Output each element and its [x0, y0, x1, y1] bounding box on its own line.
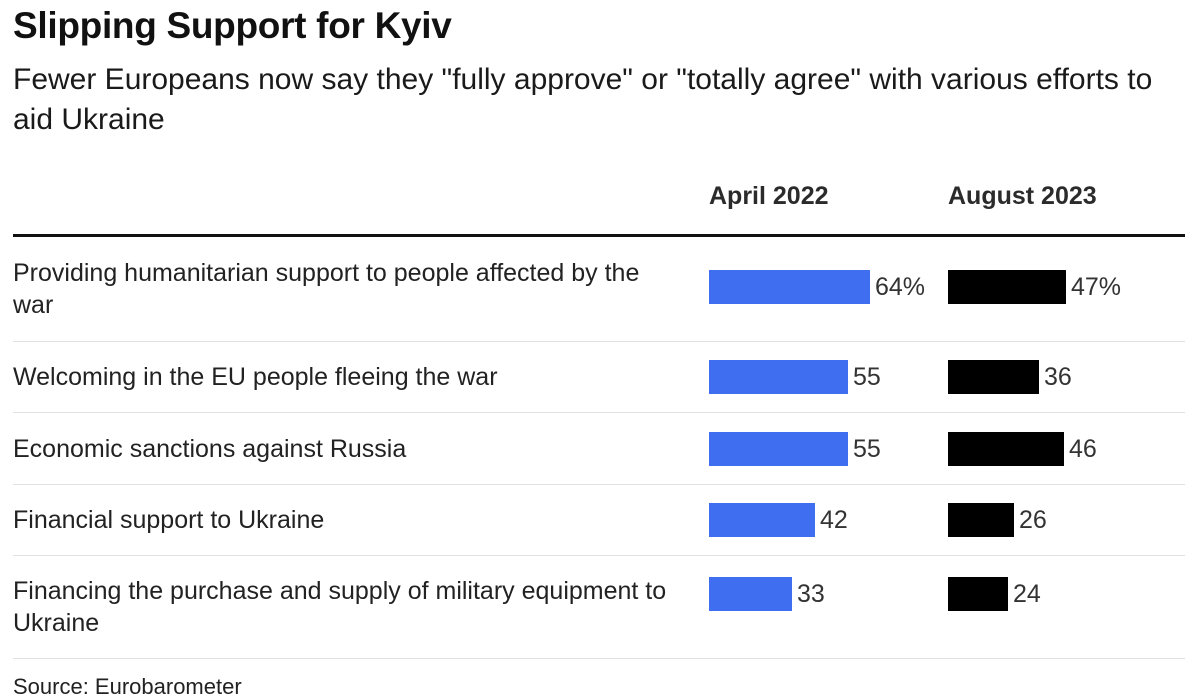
bar-august-2023 — [948, 577, 1008, 611]
bar-april-2022 — [709, 360, 848, 394]
source-note: Source: Eurobarometer — [13, 674, 242, 699]
data-label-august-2023: 24 — [1013, 580, 1041, 608]
category-label: Financial support to Ukraine — [13, 506, 325, 534]
category-label: Financing the purchase and supply of mil… — [13, 577, 667, 637]
chart-subtitle: Fewer Europeans now say they "fully appr… — [13, 63, 1153, 136]
bar-april-2022 — [709, 270, 870, 304]
bar-august-2023 — [948, 270, 1066, 304]
bar-april-2022 — [709, 503, 815, 537]
series-header-august-2023: August 2023 — [948, 182, 1097, 210]
row-divider — [13, 555, 1185, 556]
category-label: Providing humanitarian support to people… — [13, 259, 640, 319]
data-label-april-2022: 55 — [853, 363, 881, 391]
data-label-april-2022: 42 — [820, 506, 848, 534]
data-label-august-2023: 46 — [1069, 435, 1097, 463]
bar-april-2022 — [709, 432, 848, 466]
bar-august-2023 — [948, 360, 1039, 394]
category-label: Welcoming in the EU people fleeing the w… — [13, 363, 498, 391]
data-label-april-2022: 64% — [875, 273, 926, 301]
row-divider — [13, 658, 1185, 659]
data-label-april-2022: 55 — [853, 435, 881, 463]
row-divider — [13, 341, 1185, 342]
chart-title: Slipping Support for Kyiv — [13, 5, 452, 46]
bar-april-2022 — [709, 577, 792, 611]
header-rule — [13, 234, 1185, 237]
row-divider — [13, 484, 1185, 485]
data-label-august-2023: 26 — [1019, 506, 1047, 534]
series-header-april-2022: April 2022 — [709, 182, 829, 210]
data-label-april-2022: 33 — [797, 580, 825, 608]
data-label-august-2023: 36 — [1044, 363, 1072, 391]
bar-august-2023 — [948, 503, 1014, 537]
bar-august-2023 — [948, 432, 1064, 466]
data-label-august-2023: 47% — [1071, 273, 1122, 301]
row-divider — [13, 412, 1185, 413]
category-label: Economic sanctions against Russia — [13, 435, 407, 463]
